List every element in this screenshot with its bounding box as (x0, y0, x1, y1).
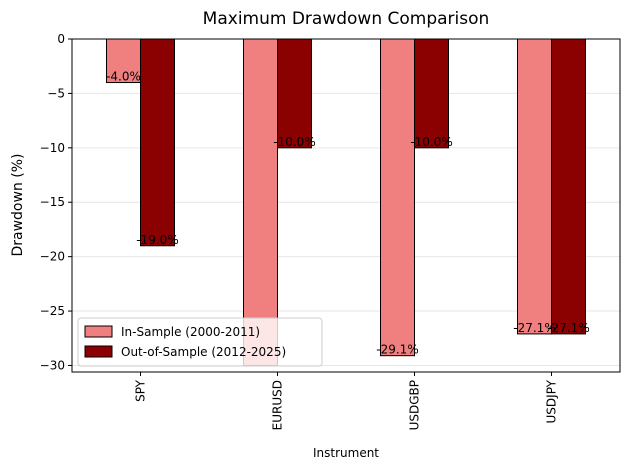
data-labels: -4.0% -19.0% -10.0% -29.1% -10.0% -27.1%-27.1… (106, 70, 590, 357)
chart-title: Maximum Drawdown Comparison (203, 9, 490, 29)
y-tick-label: −15 (40, 195, 65, 209)
legend-swatch (84, 345, 113, 358)
legend-frame (77, 317, 323, 367)
data-label: -29.1% (376, 343, 418, 357)
bar (414, 38, 449, 149)
bar (517, 38, 552, 335)
data-label: -27.1% (547, 321, 589, 335)
legend-swatch (84, 325, 113, 338)
legend: In-Sample (2000-2011) Out-of-Sample (2012… (77, 317, 323, 367)
legend-label: In-Sample (2000-2011) (121, 325, 260, 339)
x-axis-label: Instrument (313, 446, 379, 460)
y-tick-label: −5 (47, 86, 65, 100)
x-tick-label: USDGBP (408, 380, 422, 430)
data-label: -10.0% (410, 135, 452, 149)
plot-area-frame (71, 38, 621, 373)
data-label: -27.1% (513, 321, 555, 335)
y-tick-label: 0 (57, 32, 65, 46)
x-tick-label: EURUSD (271, 380, 285, 430)
bar (277, 38, 312, 149)
x-axis: SPY EURUSD USDGBP USDJPY (134, 372, 559, 430)
bar (243, 38, 278, 366)
legend-label: Out-of-Sample (2012-2025) (121, 345, 286, 359)
y-axis: 0 −5 −10 −15 −20 −25 −30 (40, 32, 72, 372)
y-axis-label: Drawdown (%) (10, 153, 26, 256)
bar (140, 38, 175, 247)
bar (551, 38, 586, 335)
data-label: -19.0% (136, 233, 178, 247)
y-tick-label: −30 (40, 358, 65, 372)
data-label: -10.0% (273, 135, 315, 149)
y-tick-label: −20 (40, 250, 65, 264)
data-label: -4.0% (106, 70, 141, 84)
y-tick-label: −25 (40, 304, 65, 318)
bar (380, 38, 415, 357)
y-tick-label: −10 (40, 141, 65, 155)
x-tick-label: USDJPY (545, 379, 559, 423)
x-tick-label: SPY (134, 379, 148, 402)
